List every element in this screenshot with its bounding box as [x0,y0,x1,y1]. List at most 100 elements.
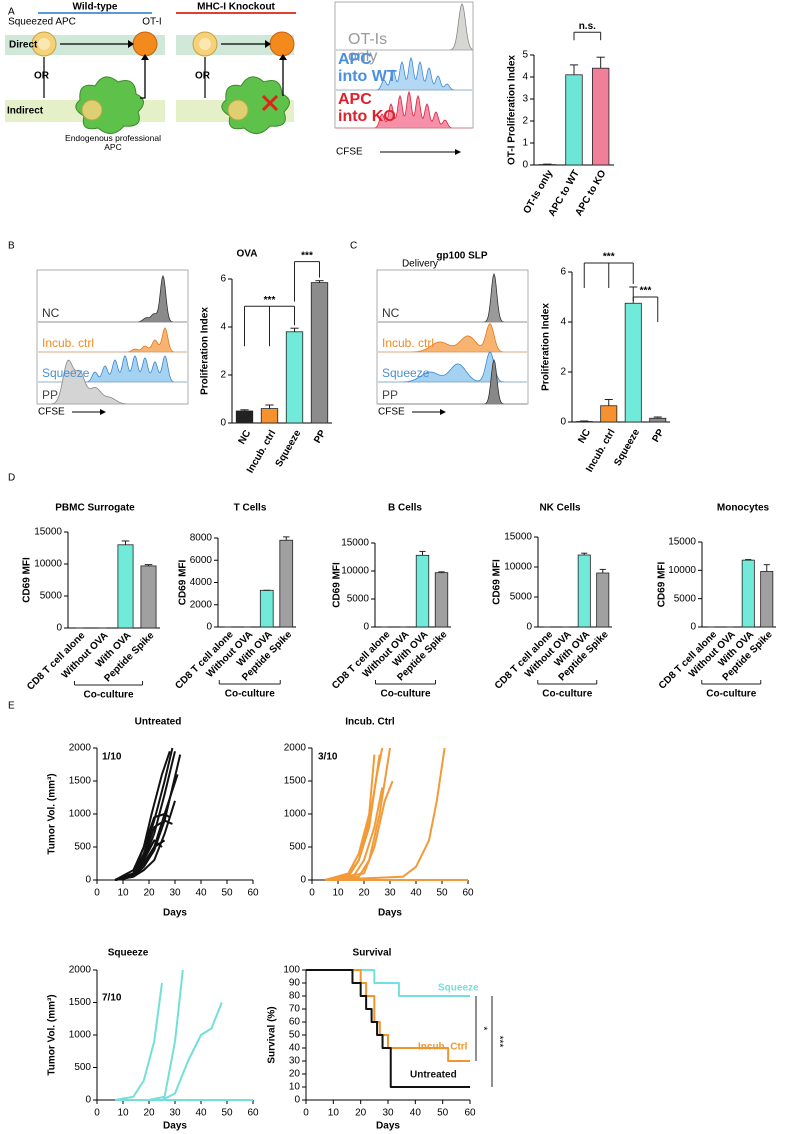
x-axis-label: Days [163,908,187,919]
y-tick-label: 15000 [34,527,62,538]
line [324,747,384,881]
y-tick-label: 0 [522,160,528,171]
series-label: Incub. Ctrl [418,1042,468,1053]
bar [577,554,591,628]
y-tick-label: 5 [522,50,528,61]
y-tick-label: 10000 [34,559,62,570]
line [115,982,163,1101]
y-tick-label: 10000 [504,562,532,573]
bar [434,572,449,628]
x-tick-label: 10 [117,888,129,899]
x-tick-label: 30 [382,1108,394,1119]
x-tick-label: 60 [464,1108,476,1119]
t-cell [132,31,158,57]
flow-title: Delivery [402,259,438,270]
flow-label: NC [42,306,60,320]
y-axis-label: CD69 MFI [332,562,343,608]
annotation: 7/10 [102,993,122,1004]
flow-label: PP [382,388,399,402]
y-tick-label: 0 [294,1095,300,1106]
y-axis-label: Tumor Vol. (mm³) [47,994,58,1075]
y-axis-label: CD69 MFI [22,557,33,603]
bar [600,405,618,423]
x-tick-label: 10 [328,1108,340,1119]
bar [259,589,274,628]
line [324,747,391,881]
y-tick-label: 15000 [341,538,369,549]
x-tick-label: 40 [195,888,207,899]
y-tick-label: 50 [289,1030,301,1041]
significance-label: *** [640,286,652,297]
x-axis-label: Days [378,908,402,919]
line [114,750,171,881]
y-tick-label: 2 [220,370,226,381]
bar [285,331,304,424]
arrowhead [279,54,287,60]
x-tick-label: PP [650,427,666,444]
y-tick-label: 500 [74,842,91,853]
route-label: Indirect [7,106,44,117]
x-tick-label: 30 [169,888,181,899]
y-tick-label: 100 [283,965,300,976]
cell-label: OT-I [142,17,161,28]
x-tick-label: NC [237,428,254,446]
y-tick-label: 1000 [69,1030,92,1041]
y-tick-label: 3 [522,94,528,105]
y-tick-label: 0 [85,1095,91,1106]
significance-label: n.s. [579,21,596,32]
header: MHC-I Knockout [197,2,275,13]
y-tick-label: 15000 [504,532,532,543]
x-tick-label: PP [312,428,328,445]
significance-label: *** [264,295,276,306]
group-label: Co-culture [542,689,592,700]
y-axis-label: CD69 MFI [657,561,668,607]
y-tick-label: 1 [522,138,528,149]
x-tick-label: NC [576,427,593,445]
bar [760,571,774,628]
x-tick-label: 30 [384,888,396,899]
chart-title: Untreated [135,717,182,728]
bar [592,67,610,166]
line [324,754,376,881]
chart-title: gp100 SLP [436,251,487,262]
flow-label: Incub. ctrl [42,336,95,350]
chart-title: Monocytes [717,503,770,514]
annotation: 1/10 [102,752,122,763]
x-tick-label: 50 [221,888,233,899]
y-axis-label: OT-I Proliferation Index [507,55,518,165]
y-tick-label: 1500 [69,776,92,787]
line [115,800,176,881]
y-tick-label: 1500 [284,776,307,787]
chart-title: PBMC Surrogate [55,503,135,514]
y-tick-label: 4 [522,72,528,83]
flow-histogram [38,274,187,323]
chart-title: T Cells [234,503,267,514]
x-tick-label: 0 [303,1108,309,1119]
bar [596,572,610,628]
x-axis-label: Days [376,1121,400,1132]
x-tick-label: 10 [117,1108,129,1119]
bar [140,565,157,629]
line [306,969,470,997]
y-tick-label: 500 [74,1062,91,1073]
line [324,780,394,881]
apc-cell [227,99,249,121]
line [324,747,446,881]
bar [415,554,430,628]
y-tick-label: 10 [289,1082,301,1093]
y-tick-label: 30 [289,1056,301,1067]
group-label: Co-culture [381,689,431,700]
bar [741,559,755,628]
y-tick-label: 0 [56,623,62,634]
route-label: Direct [9,40,38,51]
x-tick-label: 20 [358,888,370,899]
chart-title: B Cells [388,503,422,514]
x-tick-label: 0 [309,888,315,899]
y-tick-label: 0 [690,622,696,633]
significance-label: *** [493,1036,504,1048]
apc-cell [81,99,103,121]
or-label: OR [34,71,50,82]
arrowhead [265,40,271,48]
y-axis-label: CD69 MFI [178,559,189,605]
x-tick-label: 10 [332,888,344,899]
